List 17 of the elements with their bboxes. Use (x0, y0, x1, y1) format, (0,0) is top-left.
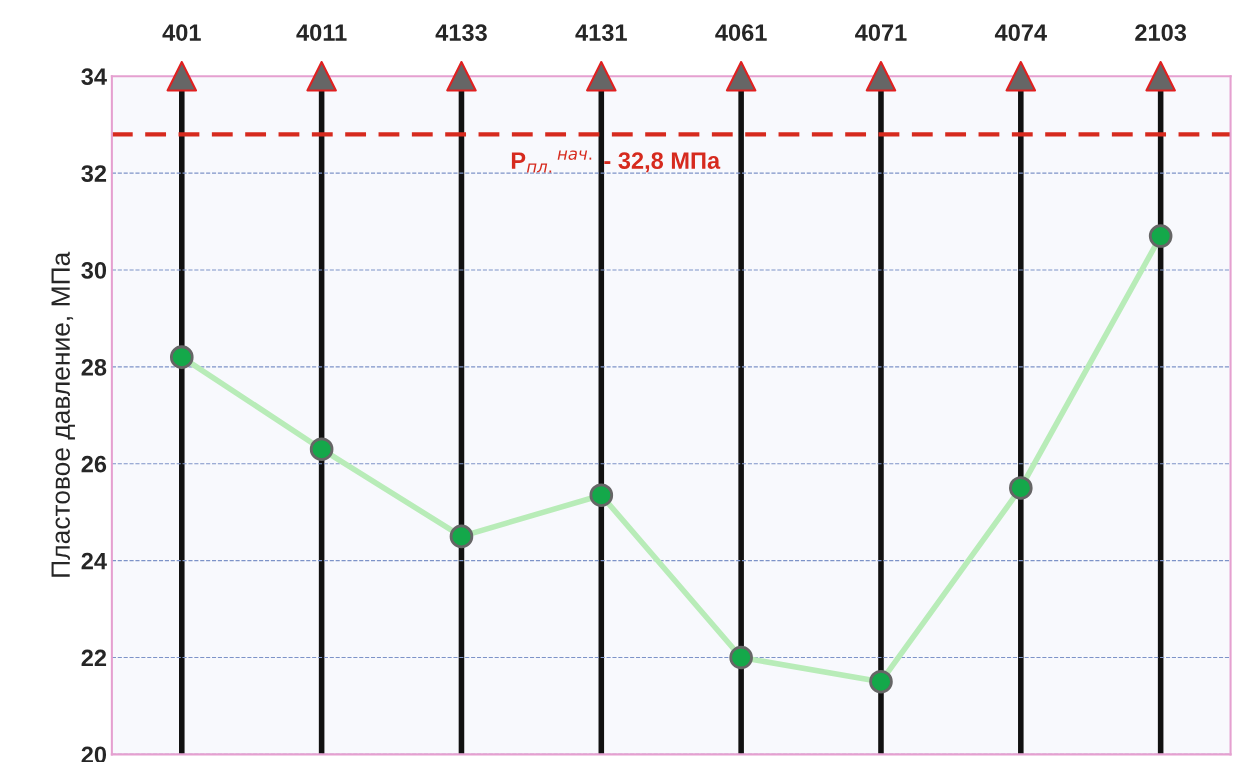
y-tick-label: 24 (81, 552, 107, 570)
ref-line-label: P$_{пл.}$$^{нач.}$ - 32,8 МПа (511, 150, 721, 173)
x-tick-label: 4011 (296, 24, 347, 41)
y-tick-label: 32 (81, 165, 107, 182)
x-tick-label: 4074 (994, 24, 1047, 41)
y-tick-label: 22 (81, 649, 107, 667)
x-tick-label: 401 (162, 24, 201, 41)
y-tick-label: 34 (81, 68, 107, 86)
y-axis-title: Пластовое давление, МПа (51, 251, 75, 577)
y-tick-label: 28 (81, 358, 107, 376)
x-tick-label: 4133 (435, 24, 487, 42)
x-tick-label: 4131 (575, 24, 627, 42)
x-tick-label: 4061 (715, 24, 767, 41)
x-tick-label: 2103 (1135, 24, 1187, 42)
x-tick-label: 4071 (855, 24, 907, 41)
y-tick-label: 26 (81, 455, 107, 473)
y-tick-label: 30 (81, 262, 107, 279)
